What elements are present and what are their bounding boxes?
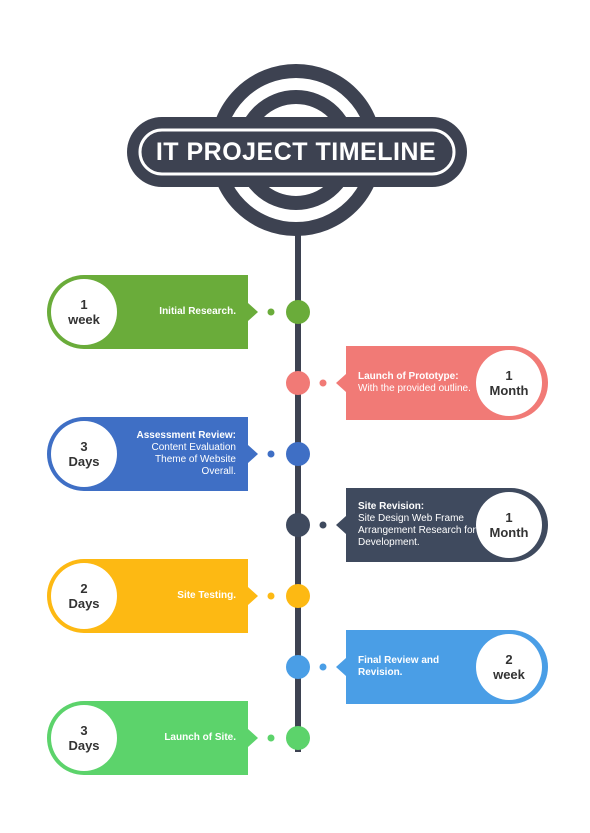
step-card-pointer-7 [248, 729, 258, 747]
duration-number-6: 2 [505, 652, 513, 667]
step-text-3-1: Content Evaluation [151, 442, 236, 453]
duration-badge-1 [51, 279, 117, 345]
step-card-pointer-4 [336, 516, 346, 534]
duration-number-7: 3 [80, 723, 88, 738]
duration-badge-6 [476, 634, 542, 700]
duration-unit-2: Month [489, 383, 529, 398]
duration-badge-2 [476, 350, 542, 416]
step-card-pointer-3 [248, 445, 258, 463]
step-heading-2: Launch of Prototype: [358, 371, 459, 382]
duration-number-3: 3 [80, 439, 88, 454]
connector-dot-4 [319, 521, 327, 529]
duration-badge-3 [51, 421, 117, 487]
title-pill-inner-border [138, 128, 456, 176]
duration-number-5: 2 [80, 581, 88, 596]
timeline-node-3 [286, 442, 310, 466]
connector-dot-1 [267, 308, 275, 316]
page-title: IT PROJECT TIMELINE [155, 138, 437, 166]
step-text-7-1: Launch of Site. [164, 732, 236, 743]
step-text-5-1: Site Testing. [177, 590, 236, 601]
connector-dot-2 [319, 379, 327, 387]
timeline-node-1 [286, 300, 310, 324]
duration-unit-7: Days [68, 738, 100, 753]
duration-unit-5: Days [68, 596, 100, 611]
duration-badge-7 [51, 705, 117, 771]
connector-dot-3 [267, 450, 275, 458]
step-card-pointer-6 [336, 658, 346, 676]
step-text-6-2: Revision. [358, 667, 403, 678]
duration-unit-3: Days [68, 454, 100, 469]
timeline-node-7 [286, 726, 310, 750]
step-heading-4: Site Revision: [358, 501, 425, 512]
connector-dot-6 [319, 663, 327, 671]
duration-badge-4 [476, 492, 542, 558]
step-card-pointer-1 [248, 303, 258, 321]
step-text-4-2: Arrangement Research for [358, 525, 476, 536]
connector-dot-7 [267, 734, 275, 742]
step-text-4-1: Site Design Web Frame [358, 513, 464, 524]
step-text-3-2: Theme of Website [155, 454, 236, 465]
duration-number-4: 1 [505, 510, 513, 525]
duration-badge-5 [51, 563, 117, 629]
timeline-node-2 [286, 371, 310, 395]
title-pill [127, 117, 467, 187]
step-text-6-1: Final Review and [358, 655, 440, 666]
duration-unit-6: week [493, 667, 525, 682]
duration-unit-1: week [68, 312, 100, 327]
timeline-node-4 [286, 513, 310, 537]
step-text-2-1: With the provided outline. [358, 383, 471, 394]
timeline-node-5 [286, 584, 310, 608]
duration-number-2: 1 [505, 368, 513, 383]
duration-number-1: 1 [80, 297, 88, 312]
duration-unit-4: Month [489, 525, 529, 540]
connector-dot-5 [267, 592, 275, 600]
timeline-node-6 [286, 655, 310, 679]
step-card-pointer-2 [336, 374, 346, 392]
title-emblem [127, 64, 467, 236]
step-card-pointer-5 [248, 587, 258, 605]
step-text-3-3: Overall. [201, 466, 236, 477]
step-text-4-3: Development. [358, 537, 420, 548]
step-heading-3: Assessment Review: [136, 430, 237, 441]
step-text-1-1: Initial Research. [159, 306, 236, 317]
